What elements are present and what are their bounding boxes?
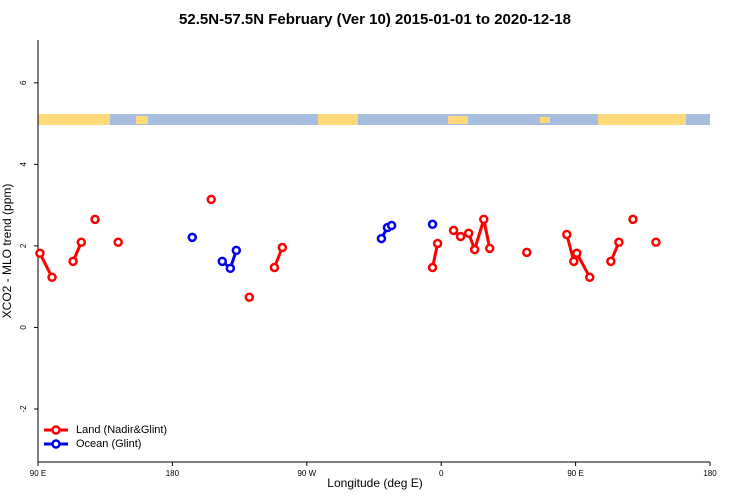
data-point (484, 243, 495, 254)
legend-label: Ocean (Glint) (76, 438, 141, 450)
data-point (90, 214, 100, 225)
data-point (585, 272, 595, 283)
data-point (427, 219, 438, 230)
y-tick-label: 0 (19, 325, 28, 330)
data-point (231, 245, 242, 256)
data-point (455, 231, 466, 242)
series-line (40, 219, 656, 277)
data-point (614, 237, 624, 247)
data-point (376, 233, 387, 244)
data-point (225, 263, 236, 274)
chart-title: 52.5N-57.5N February (Ver 10) 2015-01-01… (179, 11, 571, 28)
x-tick-label: 0 (439, 469, 444, 478)
data-point (244, 292, 255, 303)
data-point (68, 256, 78, 267)
data-point (628, 214, 638, 225)
data-point (386, 220, 397, 231)
data-point (572, 248, 582, 258)
data-point (269, 262, 280, 273)
data-point (606, 256, 616, 267)
data-point (432, 238, 443, 249)
x-tick-label: 90 W (297, 469, 316, 478)
data-point (463, 228, 474, 239)
data-point (35, 248, 45, 258)
legend: Land (Nadir&Glint) Ocean (Glint) (44, 424, 167, 450)
data-point (651, 237, 661, 247)
data-point (469, 244, 480, 255)
x-tick-label: 180 (703, 469, 717, 478)
data-point (47, 272, 57, 283)
data-point (522, 247, 532, 258)
data-point (217, 256, 228, 267)
data-point (187, 232, 198, 243)
y-tick-label: 4 (19, 162, 28, 167)
x-axis-label: Longitude (deg E) (327, 476, 422, 490)
data-point (427, 262, 438, 273)
x-tick-label: 90 E (30, 469, 46, 478)
data-point (113, 237, 123, 247)
legend-marker (51, 439, 61, 449)
y-tick-label: 2 (19, 243, 28, 248)
data-point (277, 242, 288, 253)
y-tick-label: 6 (19, 80, 28, 85)
data-point (448, 225, 459, 236)
data-point (479, 214, 489, 225)
legend-marker (51, 425, 61, 435)
legend-label: Land (Nadir&Glint) (76, 424, 167, 436)
data-point (562, 229, 572, 240)
data-point (206, 194, 216, 205)
series-line (222, 224, 432, 268)
y-tick-label: -2 (19, 405, 28, 413)
data-point (569, 256, 579, 267)
x-tick-label: 90 E (567, 469, 583, 478)
y-axis-label: XCO2 - MLO trend (ppm) (0, 184, 14, 319)
land-ocean-strip (38, 114, 710, 125)
x-tick-label: 180 (166, 469, 180, 478)
data-point (76, 237, 87, 247)
